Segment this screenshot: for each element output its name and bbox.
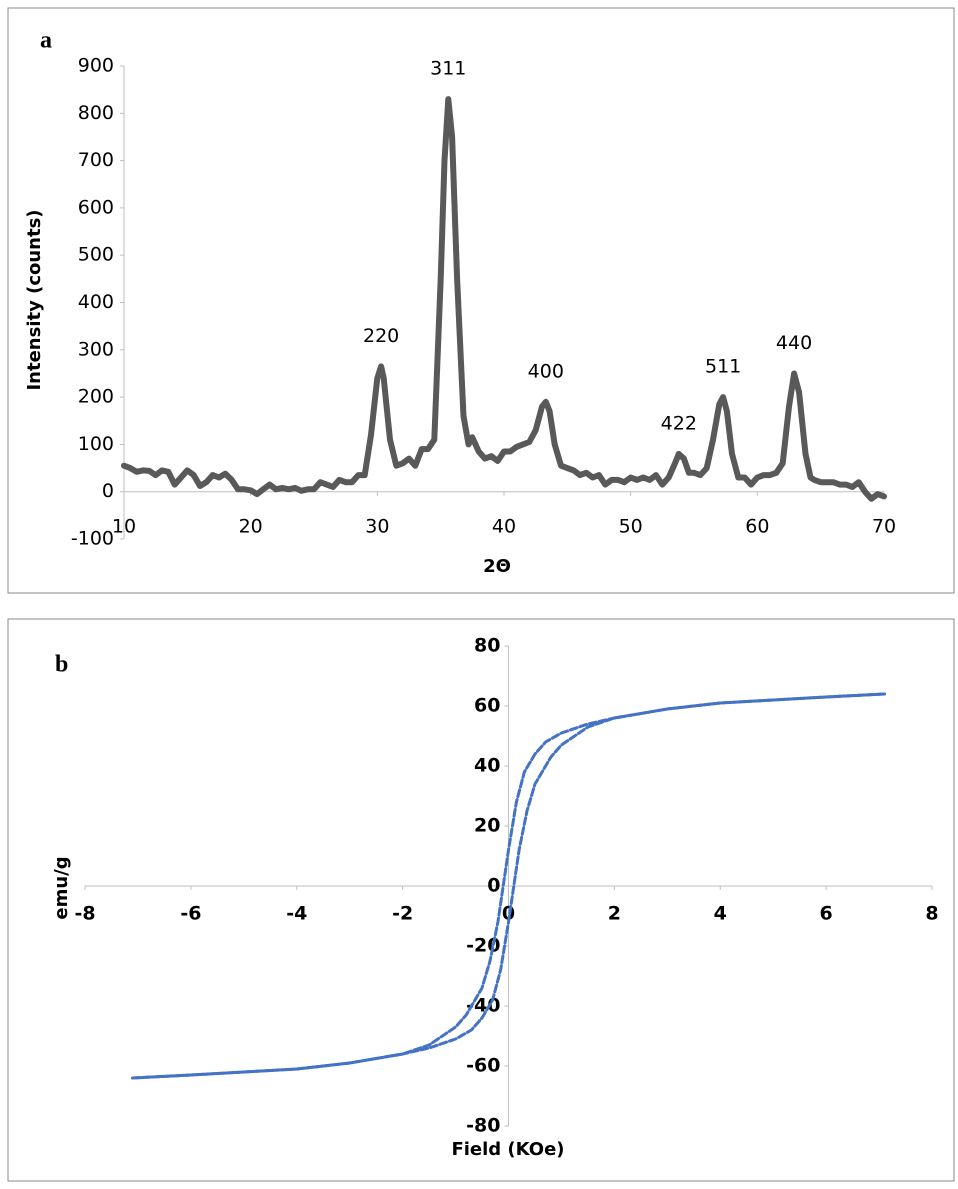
x-axis-label: 2Θ [483,556,511,577]
x-tick-label: 8 [925,903,938,925]
peak-label: 511 [705,356,741,378]
x-tick-label: 20 [239,516,263,538]
x-tick-label: -8 [74,903,95,925]
y-tick-label: 200 [78,386,114,408]
y-tick-label: 0 [487,875,500,897]
y-tick-label: 20 [474,815,500,837]
y-tick-label: -100 [71,528,114,550]
peak-label: 220 [363,325,399,347]
y-tick-label: 80 [474,635,500,657]
x-tick-label: 50 [619,516,643,538]
x-tick-label: -4 [286,903,307,925]
y-tick-label: 600 [78,196,114,218]
x-tick-label: -6 [180,903,201,925]
y-axis-label: Intensity (counts) [24,209,45,390]
y-tick-label: 800 [78,102,114,124]
x-axis-label: Field (KOe) [451,1139,564,1160]
y-tick-label: 500 [78,244,114,266]
y-tick-label: -60 [466,1055,500,1077]
y-axis-label: emu/g [51,856,72,919]
x-tick-label: 2 [608,903,621,925]
x-tick-label: 4 [714,903,727,925]
peak-label: 400 [528,360,564,382]
y-tick-label: 900 [78,55,114,77]
y-tick-label: 0 [102,480,114,502]
peak-label: 311 [430,58,466,80]
x-tick-label: 10 [112,516,136,538]
panel-label: b [55,652,68,678]
y-tick-label: -80 [466,1115,500,1137]
x-tick-label: 30 [365,516,389,538]
panel-frame [7,618,955,1182]
x-tick-label: 70 [872,516,896,538]
x-tick-label: 6 [820,903,833,925]
peak-label: 422 [661,412,697,434]
x-tick-label: 40 [492,516,516,538]
y-tick-label: 700 [78,149,114,171]
y-tick-label: 300 [78,338,114,360]
y-tick-label: 400 [78,291,114,313]
panel-frame [7,7,955,594]
peak-label: 440 [776,332,812,354]
x-tick-label: -2 [392,903,413,925]
panel-label: a [40,28,52,54]
y-tick-label: 40 [474,755,500,777]
y-tick-label: 60 [474,695,500,717]
y-tick-label: 100 [78,433,114,455]
data-line [131,692,886,1080]
x-tick-label: 60 [745,516,769,538]
data-line [121,96,887,502]
